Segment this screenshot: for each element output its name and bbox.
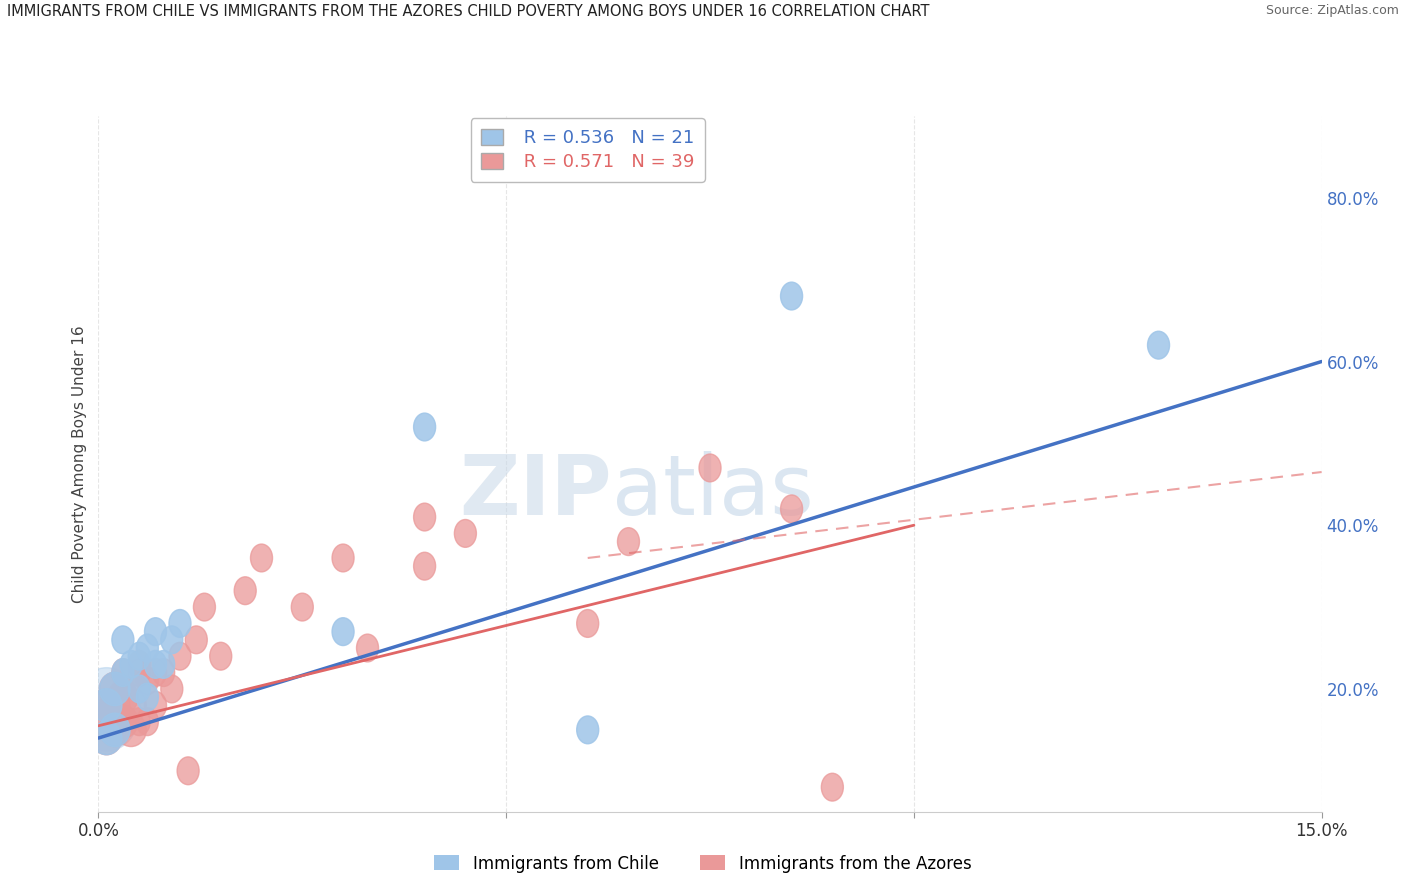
Ellipse shape — [91, 689, 122, 722]
Ellipse shape — [821, 773, 844, 801]
Ellipse shape — [128, 642, 150, 670]
Ellipse shape — [91, 722, 122, 755]
Ellipse shape — [120, 650, 142, 678]
Ellipse shape — [108, 705, 138, 739]
Ellipse shape — [128, 675, 150, 703]
Ellipse shape — [128, 658, 150, 687]
Ellipse shape — [332, 544, 354, 572]
Ellipse shape — [145, 658, 166, 687]
Ellipse shape — [235, 577, 256, 605]
Ellipse shape — [357, 634, 378, 662]
Ellipse shape — [145, 650, 166, 678]
Ellipse shape — [112, 658, 134, 687]
Ellipse shape — [136, 667, 159, 695]
Ellipse shape — [112, 658, 134, 687]
Ellipse shape — [136, 707, 159, 736]
Text: Source: ZipAtlas.com: Source: ZipAtlas.com — [1265, 4, 1399, 18]
Ellipse shape — [160, 675, 183, 703]
Ellipse shape — [169, 642, 191, 670]
Ellipse shape — [177, 757, 200, 785]
Ellipse shape — [291, 593, 314, 621]
Ellipse shape — [413, 413, 436, 441]
Ellipse shape — [617, 528, 640, 556]
Ellipse shape — [128, 707, 150, 736]
Y-axis label: Child Poverty Among Boys Under 16: Child Poverty Among Boys Under 16 — [72, 325, 87, 603]
Ellipse shape — [194, 593, 215, 621]
Ellipse shape — [100, 714, 129, 747]
Ellipse shape — [209, 642, 232, 670]
Ellipse shape — [153, 658, 174, 687]
Ellipse shape — [576, 716, 599, 744]
Ellipse shape — [128, 650, 150, 678]
Ellipse shape — [160, 626, 183, 654]
Legend:  R = 0.536   N = 21,  R = 0.571   N = 39: R = 0.536 N = 21, R = 0.571 N = 39 — [471, 118, 704, 182]
Ellipse shape — [145, 618, 166, 646]
Ellipse shape — [780, 495, 803, 523]
Ellipse shape — [1147, 331, 1170, 359]
Ellipse shape — [413, 503, 436, 531]
Ellipse shape — [100, 714, 129, 747]
Ellipse shape — [250, 544, 273, 572]
Ellipse shape — [91, 705, 122, 739]
Text: atlas: atlas — [612, 451, 814, 533]
Ellipse shape — [128, 675, 150, 703]
Ellipse shape — [136, 634, 159, 662]
Ellipse shape — [115, 714, 146, 747]
Ellipse shape — [169, 609, 191, 638]
Ellipse shape — [576, 609, 599, 638]
Ellipse shape — [454, 519, 477, 548]
Ellipse shape — [91, 722, 122, 755]
Ellipse shape — [100, 689, 129, 722]
Ellipse shape — [186, 626, 207, 654]
Ellipse shape — [112, 626, 134, 654]
Text: ZIP: ZIP — [460, 451, 612, 533]
Ellipse shape — [100, 673, 129, 706]
Legend: Immigrants from Chile, Immigrants from the Azores: Immigrants from Chile, Immigrants from t… — [427, 848, 979, 880]
Ellipse shape — [108, 681, 138, 714]
Ellipse shape — [91, 689, 122, 722]
Ellipse shape — [73, 667, 141, 751]
Ellipse shape — [145, 691, 166, 719]
Ellipse shape — [780, 282, 803, 310]
Ellipse shape — [115, 689, 146, 722]
Ellipse shape — [413, 552, 436, 580]
Ellipse shape — [332, 618, 354, 646]
Ellipse shape — [100, 673, 129, 706]
Ellipse shape — [153, 650, 174, 678]
Text: IMMIGRANTS FROM CHILE VS IMMIGRANTS FROM THE AZORES CHILD POVERTY AMONG BOYS UND: IMMIGRANTS FROM CHILE VS IMMIGRANTS FROM… — [7, 4, 929, 20]
Ellipse shape — [136, 683, 159, 711]
Ellipse shape — [699, 454, 721, 482]
